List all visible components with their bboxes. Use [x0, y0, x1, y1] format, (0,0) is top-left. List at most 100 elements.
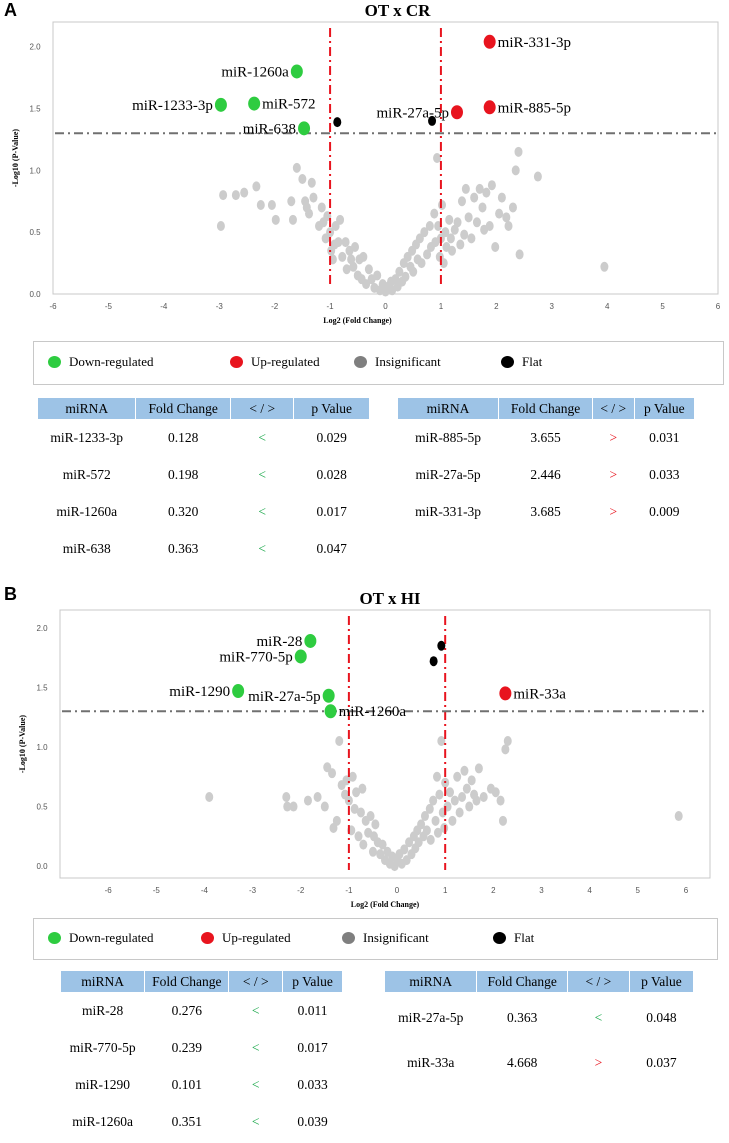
col-comparison: < / >	[231, 398, 294, 419]
mirna-cell: miR-33a	[407, 1054, 455, 1070]
point-label: miR-885-5p	[498, 100, 571, 116]
data-point	[289, 801, 298, 812]
col-fold-change: Fold Change	[477, 971, 567, 992]
data-point	[298, 174, 307, 185]
data-point	[426, 834, 435, 845]
insignificant-marker	[342, 932, 355, 944]
comparison-cell: <	[251, 1076, 260, 1092]
p-value-cell: 0.048	[646, 1010, 677, 1025]
data-point	[364, 264, 373, 275]
y-tick-label: 2.0	[36, 624, 48, 633]
data-point	[497, 192, 506, 203]
data-point	[283, 801, 292, 812]
point-label: miR-33a	[513, 686, 566, 702]
data-point	[441, 227, 450, 238]
mirna-cell: miR-28	[82, 1002, 124, 1018]
data-point	[438, 199, 447, 210]
legend-label-up: Up-regulated	[251, 354, 320, 369]
data-point	[309, 192, 318, 203]
table-row: miR-572 0.198 <0.028	[38, 456, 369, 493]
data-point	[482, 187, 491, 198]
data-point	[305, 208, 314, 219]
data-point	[429, 795, 438, 806]
mirna-cell: miR-1233-3p	[50, 429, 124, 445]
data-point	[495, 208, 504, 219]
p-value-cell: 0.039	[297, 1113, 328, 1129]
data-point	[433, 153, 442, 163]
point-label: miR-1233-3p	[132, 98, 213, 114]
p-value-cell: 0.028	[316, 466, 347, 482]
col-fold-change: Fold Change	[136, 398, 231, 419]
down-regulated-point	[248, 96, 261, 111]
volcano-plot-ot-cr: OT x CR -6 -5 -4 -3 -2 -1 0 1 2 3 4 5 6 0.0 0.5 1.0 1.5 2.…	[11, 1, 721, 325]
data-point	[491, 242, 500, 253]
fold-change-cell: 0.239	[171, 1039, 203, 1055]
data-point	[366, 811, 375, 822]
data-point	[508, 202, 517, 213]
fold-change-cell: 4.668	[506, 1054, 538, 1070]
comparison-cell: <	[258, 540, 267, 556]
data-point	[334, 237, 343, 248]
data-point	[303, 795, 312, 806]
p-value-cell: 0.037	[646, 1054, 677, 1070]
data-point	[356, 807, 365, 818]
data-point	[351, 242, 360, 253]
data-point	[460, 229, 469, 240]
x-tick-label: -3	[249, 886, 257, 895]
table-header-row: miRNA Fold Change < / > p Value	[398, 398, 694, 419]
fold-change-cell: 0.128	[168, 429, 199, 445]
table-row: miR-1290 0.101 <0.033	[61, 1066, 342, 1103]
col-p-value: p Value	[294, 398, 369, 419]
flat-point	[429, 656, 438, 667]
table-row: miR-1260a 0.351 <0.039	[61, 1103, 342, 1140]
data-point	[401, 271, 410, 282]
data-point	[358, 783, 367, 794]
data-point	[496, 795, 505, 806]
x-tick-label: -5	[153, 886, 161, 895]
legend-item-insignificant: Insignificant	[354, 354, 441, 370]
down-regulated-point	[298, 121, 311, 136]
x-tick-label: 2	[494, 302, 499, 311]
data-point	[458, 792, 467, 803]
table-row: miR-885-5p 3.655 >0.031	[398, 419, 694, 456]
data-point	[216, 221, 225, 231]
data-point	[282, 792, 291, 803]
data-point	[373, 270, 382, 281]
y-tick-label: 0.0	[29, 290, 41, 299]
data-point	[453, 217, 462, 228]
flat-marker	[493, 932, 506, 944]
data-point	[446, 233, 455, 244]
panel-letter-b: B	[4, 584, 17, 604]
data-point	[425, 221, 434, 231]
fold-change-cell: 0.351	[171, 1113, 203, 1129]
point-label: miR-28	[257, 634, 303, 650]
flat-marker	[501, 356, 514, 368]
y-tick-label: 1.5	[36, 683, 48, 692]
y-axis-label: -Log10 (P-Value)	[18, 715, 27, 773]
y-tick-label: 0.0	[36, 862, 48, 871]
x-tick-label: -6	[105, 886, 113, 895]
p-value-cell: 0.047	[316, 540, 347, 556]
data-point	[219, 190, 228, 201]
down-regulated-point	[324, 704, 337, 719]
data-point	[478, 202, 487, 213]
p-value-cell: 0.017	[316, 503, 347, 519]
table-row: miR-770-5p 0.239 <0.017	[61, 1029, 342, 1066]
col-mirna: miRNA	[38, 398, 136, 419]
data-point	[271, 214, 280, 225]
data-point	[470, 192, 479, 203]
comparison-cell: >	[609, 503, 618, 519]
x-axis-label: Log2 (Fold Change)	[351, 900, 420, 909]
x-tick-label: 0	[383, 302, 388, 311]
data-point	[511, 165, 520, 176]
col-comparison: < / >	[567, 971, 629, 992]
col-comparison: < / >	[592, 398, 634, 419]
mirna-cell: miR-331-3p	[415, 503, 482, 519]
data-point	[446, 787, 454, 798]
plot-frame	[52, 21, 719, 295]
fold-change-cell: 3.685	[530, 503, 561, 519]
chart-title: OT x HI	[359, 589, 420, 608]
x-tick-label: -2	[297, 886, 305, 895]
data-point	[472, 217, 481, 228]
data-point	[350, 803, 359, 814]
